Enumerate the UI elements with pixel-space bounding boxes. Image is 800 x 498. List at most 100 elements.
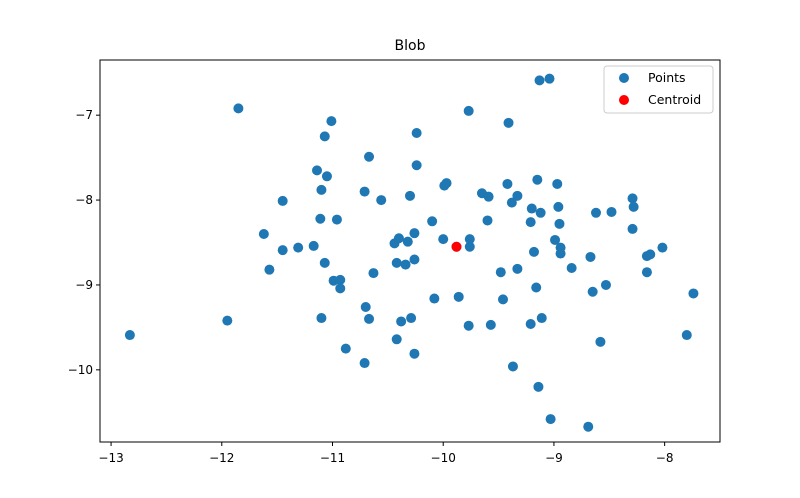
legend: Points Centroid [603, 65, 714, 114]
data-point [512, 190, 523, 201]
data-point [641, 267, 652, 278]
data-point [391, 334, 402, 345]
y-tick-label: −8 [75, 193, 93, 207]
data-point [498, 294, 508, 305]
data-point [393, 233, 404, 244]
data-point [258, 229, 269, 240]
x-axis: −13 −12 −11 −10 −9 −8 [98, 442, 673, 465]
data-point [657, 242, 668, 253]
data-point [463, 105, 474, 116]
points-layer [124, 73, 699, 432]
data-point [400, 259, 411, 270]
data-point [360, 302, 371, 313]
data-point [453, 291, 464, 302]
data-point [293, 242, 304, 253]
data-point [335, 283, 346, 294]
x-tick-label: −10 [431, 451, 456, 465]
data-point [364, 313, 375, 324]
data-point [681, 330, 692, 341]
data-point [233, 103, 244, 114]
legend-label-centroid: Centroid [648, 92, 701, 107]
data-point [331, 214, 342, 225]
data-point [427, 216, 438, 227]
data-point [402, 236, 413, 247]
data-point [525, 319, 536, 330]
data-point [368, 268, 379, 279]
data-point [319, 131, 330, 142]
data-point [627, 223, 638, 234]
data-point [319, 257, 330, 268]
data-point [312, 165, 322, 176]
data-point [321, 171, 332, 182]
data-point [550, 234, 561, 245]
data-point [411, 160, 422, 171]
data-point [409, 254, 420, 265]
data-point [406, 313, 417, 324]
data-point [688, 288, 699, 299]
data-point [364, 151, 375, 162]
data-point [583, 421, 594, 432]
data-point [326, 116, 337, 127]
data-point [595, 336, 606, 347]
data-point [544, 73, 555, 84]
x-tick-label: −12 [209, 451, 234, 465]
data-point [315, 213, 326, 224]
data-point [464, 234, 475, 245]
x-tick-label: −8 [656, 451, 674, 465]
data-point [553, 201, 564, 212]
data-point [464, 241, 475, 252]
data-point [585, 251, 596, 262]
data-point [526, 203, 537, 214]
data-point [335, 274, 346, 285]
data-point [554, 218, 565, 229]
y-axis: −7 −8 −9 −10 [68, 108, 100, 377]
data-point [536, 313, 547, 324]
data-point [587, 286, 598, 297]
x-tick-label: −11 [320, 451, 345, 465]
chart-title: Blob [395, 38, 426, 54]
data-point [411, 128, 422, 139]
data-point [507, 361, 518, 372]
data-point [600, 279, 611, 290]
data-point [124, 330, 135, 341]
centroid-point [451, 241, 462, 252]
data-point [316, 313, 327, 324]
data-point [264, 264, 275, 275]
data-point [409, 228, 420, 239]
y-tick-label: −7 [75, 108, 93, 122]
data-point [627, 193, 638, 204]
data-point [483, 191, 494, 202]
data-point [441, 178, 452, 189]
data-point [308, 240, 319, 251]
data-point [359, 358, 370, 369]
data-point [591, 207, 601, 218]
data-point [555, 248, 566, 259]
legend-box [603, 65, 714, 114]
y-tick-label: −10 [68, 363, 93, 377]
legend-marker-centroid [619, 95, 629, 105]
data-point [222, 315, 233, 326]
data-point [525, 217, 536, 228]
data-point [409, 348, 420, 359]
data-point [359, 186, 370, 197]
data-point [340, 343, 351, 354]
data-point [429, 293, 440, 304]
centroid-layer [451, 241, 462, 252]
data-point [532, 174, 543, 185]
data-point [529, 246, 539, 257]
x-tick-label: −13 [98, 451, 123, 465]
data-point [506, 197, 517, 208]
data-point [552, 178, 563, 189]
data-point [503, 117, 514, 128]
data-point [533, 381, 544, 392]
y-tick-label: −9 [75, 278, 93, 292]
legend-label-points: Points [648, 70, 686, 85]
data-point [316, 184, 327, 195]
data-point [438, 234, 449, 245]
data-point [277, 195, 288, 206]
data-point [482, 215, 493, 226]
legend-marker-points [619, 73, 629, 83]
data-point [628, 201, 639, 212]
data-point [534, 75, 545, 86]
x-tick-label: −9 [545, 451, 563, 465]
